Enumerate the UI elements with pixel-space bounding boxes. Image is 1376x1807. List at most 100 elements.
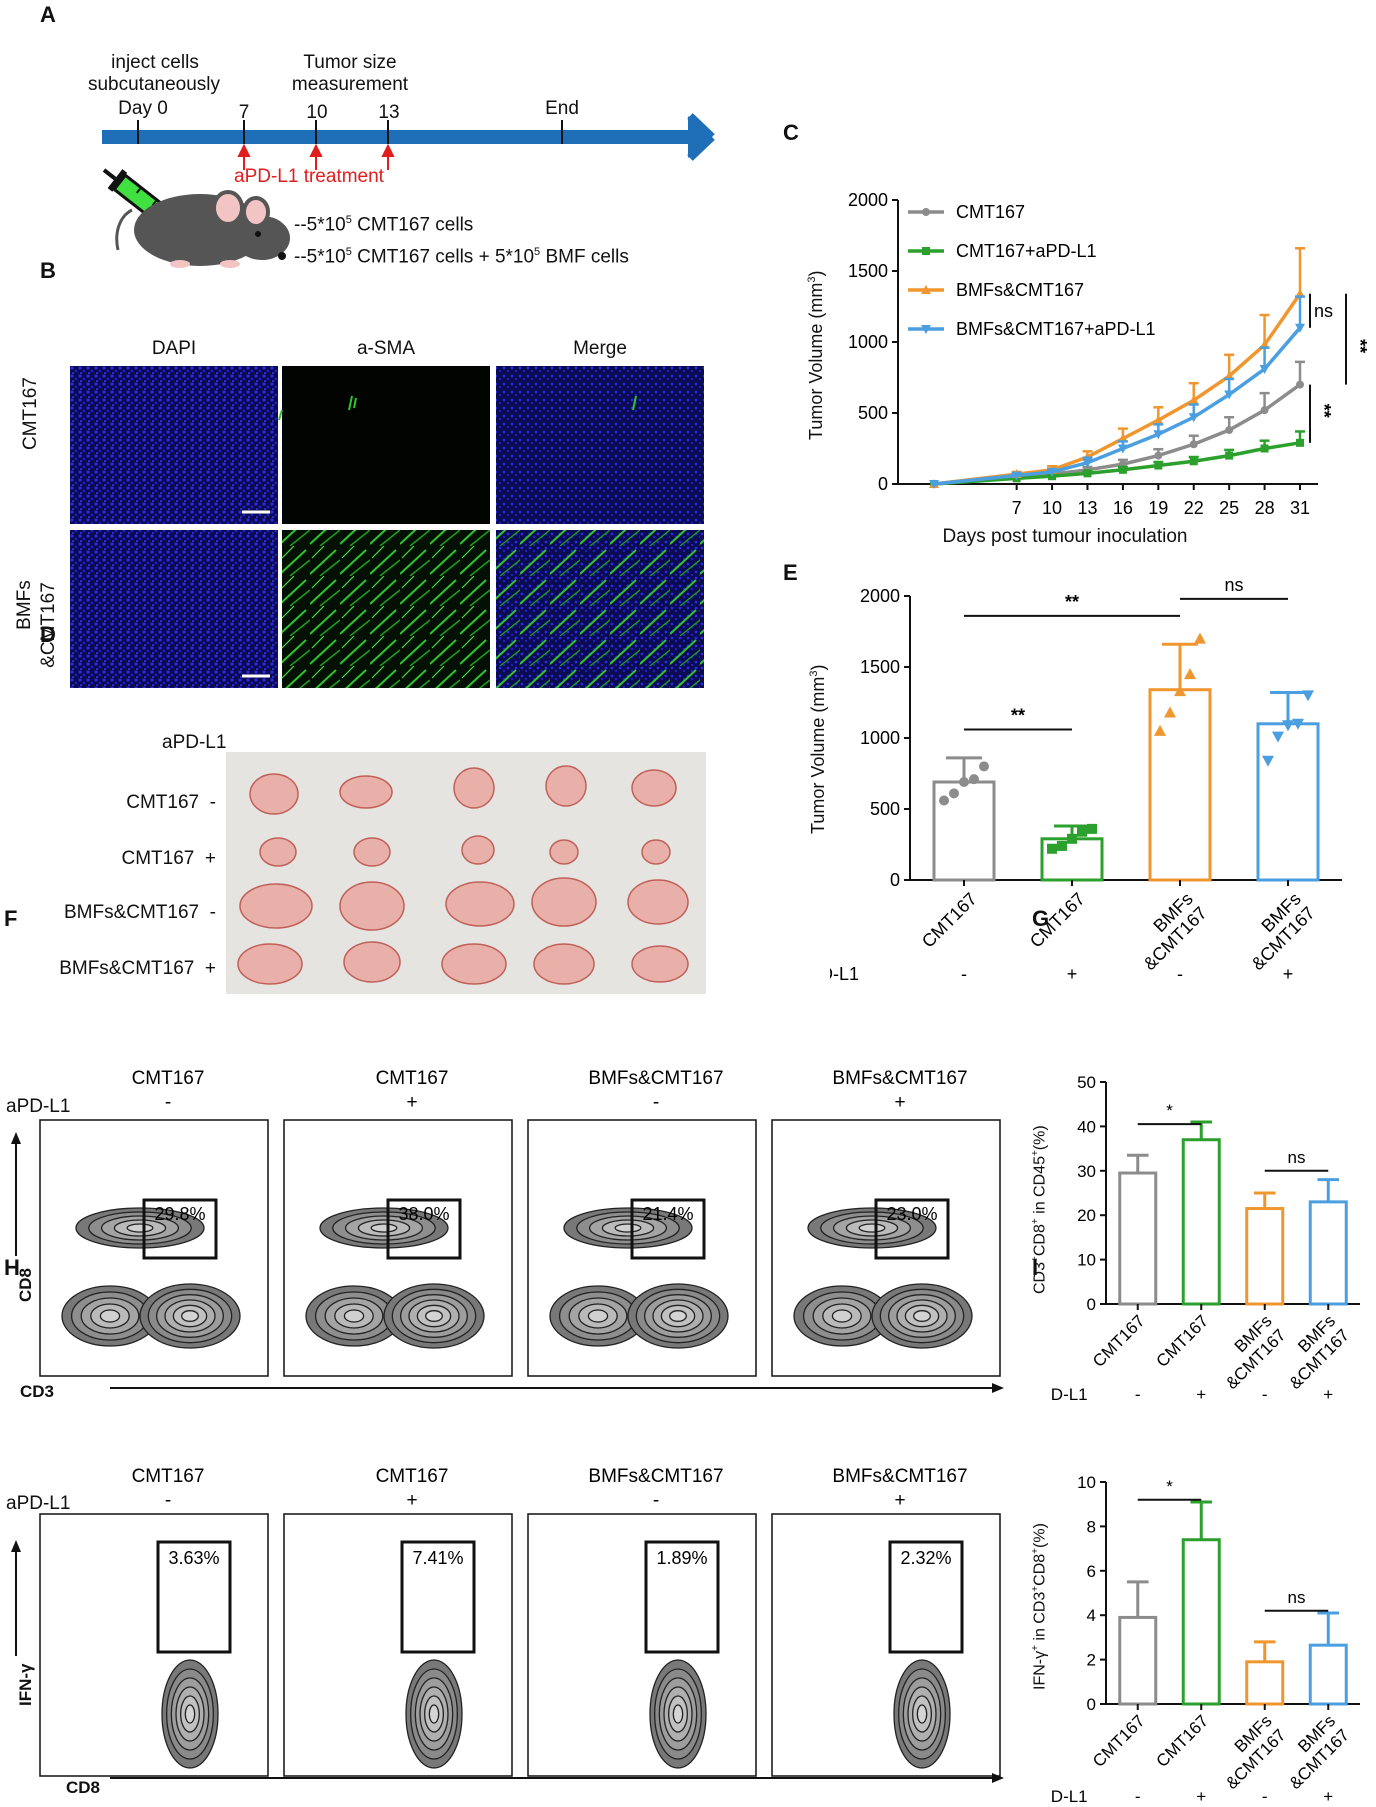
bar: [1118, 1171, 1158, 1306]
contour-low-right: [913, 1310, 931, 1322]
ytick-label: 0: [1087, 1295, 1096, 1314]
ytick-label: 500: [870, 799, 900, 819]
ytick-label: 50: [1077, 1073, 1096, 1092]
row-label: aPD-L1: [1050, 1385, 1088, 1404]
data-point: [1154, 724, 1166, 736]
ytick-label: 1000: [860, 728, 900, 748]
d-header: aPD-L1: [162, 732, 227, 753]
bar: [1181, 1138, 1221, 1306]
ytick-label: 6: [1087, 1562, 1096, 1581]
sig-label: *: [1166, 1477, 1173, 1496]
sign-label: +: [1196, 1385, 1206, 1404]
tick-label-7: 7: [238, 102, 250, 123]
contour-high: [126, 1223, 154, 1233]
c-xtick-label: 16: [1113, 498, 1133, 518]
data-point: [1282, 720, 1294, 732]
flow-sign: -: [653, 1092, 659, 1113]
gate-percent: 23.0%: [886, 1204, 937, 1224]
ytick-label: 20: [1077, 1206, 1096, 1225]
sig-label: *: [1166, 1101, 1173, 1120]
data-point: [1302, 690, 1314, 702]
c-ytick-label: 0: [878, 474, 888, 494]
c-series-line: [933, 326, 1302, 486]
c-sig-star: **: [1314, 404, 1334, 418]
data-point: [979, 761, 989, 772]
c-point: [1118, 465, 1127, 474]
row-label-bmfs-cmt167: &CMT167: [38, 582, 59, 668]
sign-label: +: [1283, 964, 1294, 984]
contour-low-right: [425, 1310, 443, 1322]
c-point: [1154, 451, 1163, 460]
d-row-4: BMFs&CMT167 +: [59, 958, 216, 979]
c-point: [1188, 413, 1199, 423]
contour-low-left: [343, 1309, 365, 1323]
flow-title: CMT167: [132, 1068, 205, 1089]
ytick-label: 8: [1087, 1517, 1096, 1536]
ytick-label: 2: [1087, 1651, 1096, 1670]
ytick-label: 0: [1087, 1695, 1096, 1714]
c-series-line: [933, 441, 1301, 486]
gate-percent: 29.8%: [154, 1204, 205, 1224]
c-point: [1154, 461, 1163, 470]
tumor-photo: [226, 752, 706, 994]
tick-label-13: 13: [378, 102, 400, 123]
gate-box: [644, 1540, 720, 1654]
row-label: aPD-L1: [830, 964, 859, 984]
group1-label: --5*105 CMT167 cells: [294, 214, 474, 236]
c-point: [1153, 430, 1164, 440]
flow-plot-frame: [527, 1513, 757, 1777]
flow-title: BMFs&CMT167: [588, 1068, 723, 1089]
bar: [1148, 688, 1212, 882]
data-point: [1262, 755, 1274, 767]
c-point: [1296, 438, 1304, 447]
bar: [1245, 1660, 1285, 1706]
sign-label: -: [1135, 1385, 1141, 1404]
contour-ifn: [916, 1704, 928, 1724]
c-point: [1296, 380, 1304, 389]
d-row-1: CMT167 -: [126, 792, 216, 813]
sign-label: +: [1067, 964, 1078, 984]
contour-high: [858, 1223, 886, 1233]
panel-label-c: C: [783, 120, 799, 145]
flow-sign: -: [165, 1092, 171, 1113]
row-label-cmt167: CMT167: [20, 377, 41, 450]
group2-label: --5*105 CMT167 cells + 5*105 BMF cells: [294, 246, 629, 268]
tick-label-day0: Day 0: [118, 98, 168, 119]
c-point: [1189, 457, 1198, 466]
contour-low-left: [99, 1309, 121, 1323]
c-point: [1083, 469, 1092, 478]
category-label: CMT167: [1089, 1711, 1149, 1771]
g-ylabel: CD3+CD8+ in CD45+(%): [1030, 1125, 1049, 1294]
sig-label: **: [1065, 592, 1079, 612]
chart-e-svg: 0500100015002000CMT167-CMT167+BMFs&CMT16…: [830, 580, 1342, 984]
c-sig-ns: ns: [1314, 301, 1333, 321]
c-legend-label: BMFs&CMT167: [956, 280, 1084, 300]
c-xtick-label: 19: [1148, 498, 1168, 518]
data-point: [1272, 731, 1284, 743]
contour-low-right: [669, 1310, 687, 1322]
timeline-graphic: [102, 113, 715, 268]
gate-percent: 21.4%: [642, 1204, 693, 1224]
data-point: [1174, 685, 1186, 697]
panel-label-f: F: [4, 906, 18, 931]
flow-sign: -: [165, 1490, 171, 1511]
ytick-label: 30: [1077, 1162, 1096, 1181]
category-label: CMT167: [1153, 1711, 1213, 1771]
gate-percent: 2.32%: [900, 1548, 951, 1568]
contour-low-left: [587, 1309, 609, 1323]
c-xtick-label: 25: [1219, 498, 1239, 518]
c-ylabel: Tumor Volume (mm3): [806, 270, 826, 440]
flow-title: CMT167: [376, 1068, 449, 1089]
treatment-arrows: [237, 143, 395, 170]
data-point: [1067, 833, 1077, 844]
c-point: [1153, 415, 1164, 425]
sign-label: -: [1135, 1787, 1141, 1806]
c-point: [1047, 467, 1058, 477]
c-point: [1117, 444, 1128, 454]
col-header-merge: Merge: [573, 338, 627, 359]
chart-i-svg: 0246810CMT167-CMT167+BMFs&CMT167-BMFs&CM…: [1050, 1473, 1360, 1806]
data-point: [1047, 843, 1057, 854]
flow-plot-frame: [283, 1513, 513, 1777]
y-axis-arrowhead: [11, 1540, 21, 1552]
panel-label-g: G: [1032, 906, 1050, 931]
